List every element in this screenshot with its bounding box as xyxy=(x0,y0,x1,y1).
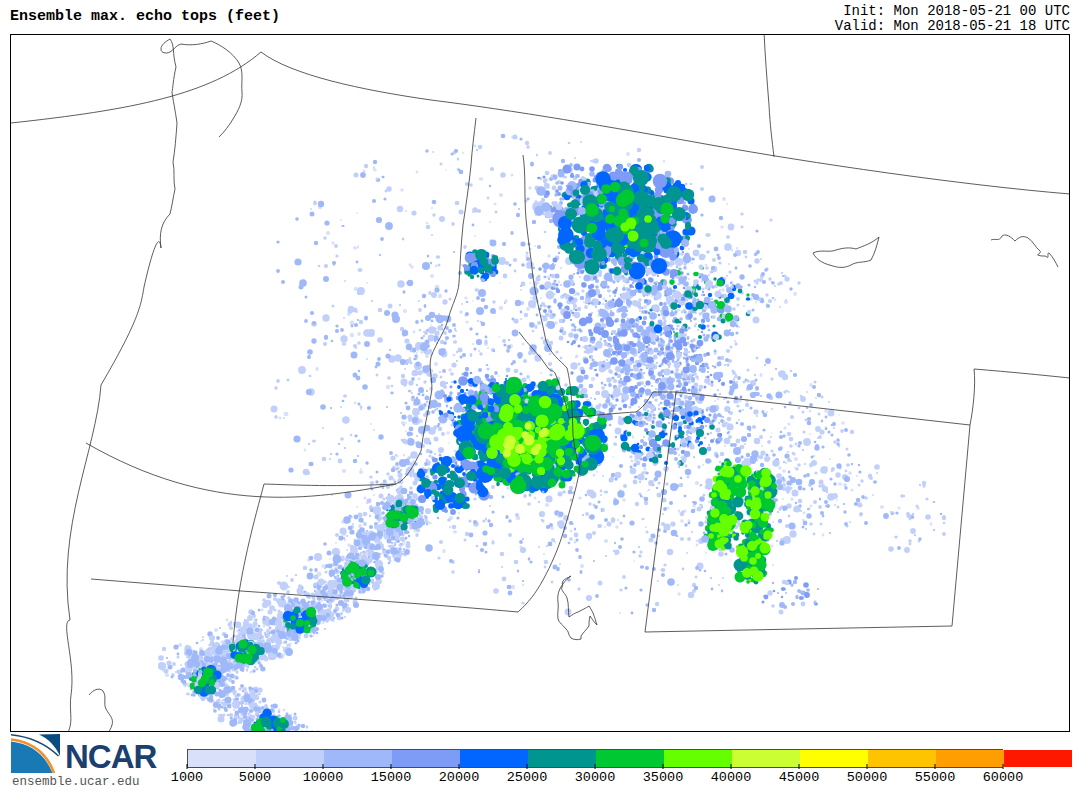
svg-text:ensemble.ucar.edu: ensemble.ucar.edu xyxy=(12,775,140,789)
svg-text:NCAR: NCAR xyxy=(65,738,157,775)
